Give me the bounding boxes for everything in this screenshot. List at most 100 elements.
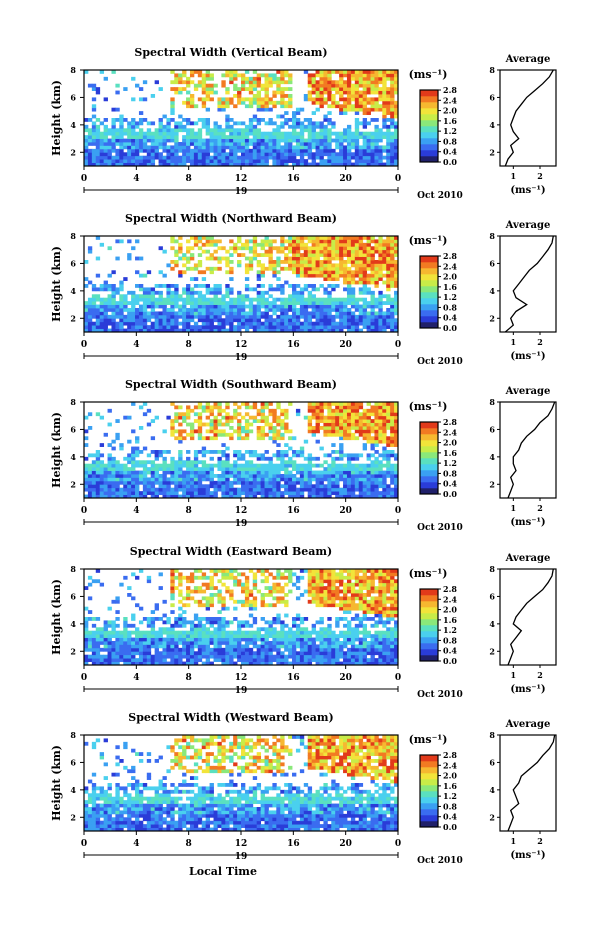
heatmap-cell (170, 304, 175, 309)
heatmap-cell (362, 311, 368, 316)
heatmap-cell (103, 155, 108, 160)
heatmap-cell (358, 162, 364, 167)
heatmap-cell (123, 152, 128, 157)
heatmap-cell (135, 491, 140, 495)
heatmap-cell (154, 647, 159, 652)
heatmap-cell (280, 467, 285, 471)
heatmap-cell (307, 304, 313, 309)
heatmap-cell (142, 463, 148, 468)
heatmap-cell (146, 658, 152, 662)
heatmap-cell (146, 491, 152, 495)
heatmap-cell (390, 270, 395, 275)
heatmap-cell (327, 463, 332, 468)
heatmap-cell (268, 152, 273, 157)
heatmap-cell (386, 97, 391, 102)
heatmap-cell (331, 87, 336, 91)
heatmap-cell (256, 80, 262, 85)
heatmap-cell (107, 484, 112, 489)
date-day: 19 (235, 187, 248, 197)
heatmap-cell (307, 118, 313, 122)
heatmap-cell (292, 321, 297, 326)
heatmap-cell (386, 474, 391, 478)
heatmap-cell (386, 470, 391, 475)
heatmap-cell (331, 239, 336, 244)
heatmap-cell (91, 637, 97, 642)
heatmap-cell (193, 463, 199, 468)
average-y-tick-label: 4 (489, 452, 495, 462)
heatmap-cell (390, 402, 395, 406)
heatmap-cell (307, 124, 313, 129)
heatmap-cell (252, 87, 258, 91)
heatmap-cell (370, 480, 375, 485)
heatmap-cell (394, 83, 399, 88)
heatmap-cell (103, 634, 108, 638)
heatmap-cell (374, 246, 379, 251)
heatmap-cell (174, 617, 179, 621)
heatmap-cell (213, 308, 218, 312)
heatmap-cell (358, 107, 364, 112)
heatmap-cell (182, 308, 187, 312)
heatmap-cell (370, 321, 375, 326)
heatmap-cell (225, 284, 230, 288)
heatmap-cell (343, 236, 348, 240)
heatmap-cell (217, 284, 222, 288)
heatmap-cell (174, 586, 179, 590)
heatmap-cell (233, 128, 238, 133)
heatmap-cell (362, 138, 368, 143)
heatmap-cell (295, 328, 301, 333)
heatmap-cell (186, 266, 191, 271)
heatmap-cell (299, 152, 305, 157)
heatmap-cell (91, 142, 97, 146)
heatmap-cell (358, 477, 364, 482)
heatmap-cell (186, 432, 191, 437)
heatmap-cell (280, 260, 285, 264)
heatmap-cell (295, 256, 301, 261)
heatmap-cell (295, 314, 301, 319)
heatmap-cell (174, 297, 179, 302)
heatmap-cell (174, 142, 179, 146)
heatmap-cell (178, 484, 183, 489)
heatmap-cell (260, 162, 265, 167)
heatmap-cell (299, 260, 305, 264)
heatmap-cell (162, 314, 167, 319)
heatmap-cell (127, 138, 132, 143)
heatmap-cell (84, 637, 89, 642)
heatmap-cell (252, 419, 258, 423)
colorbar-step (420, 90, 438, 97)
heatmap-cell (107, 443, 112, 447)
heatmap-cell (264, 138, 269, 143)
heatmap-cell (386, 422, 391, 427)
heatmap-cell (166, 463, 171, 468)
heatmap-cell (135, 487, 140, 492)
heatmap-cell (256, 118, 262, 122)
heatmap-cell (186, 80, 191, 85)
heatmap-cell (390, 80, 395, 85)
heatmap-cell (189, 308, 195, 312)
heatmap-cell (84, 487, 89, 492)
colorbar-tick-label: 2.0 (443, 272, 457, 282)
heatmap-cell (358, 97, 364, 102)
heatmap-cell (241, 426, 246, 430)
heatmap-cell (327, 142, 332, 146)
heatmap-cell (248, 477, 254, 482)
heatmap-cell (350, 90, 356, 95)
heatmap-cell (327, 491, 332, 495)
heatmap-cell (260, 263, 265, 268)
heatmap-cell (354, 87, 360, 91)
heatmap-cell (131, 152, 136, 157)
heatmap-cell (386, 487, 391, 492)
heatmap-cell (382, 70, 387, 74)
heatmap-cell (350, 480, 356, 485)
colorbar-tick-label: 1.2 (443, 126, 457, 136)
heatmap-cell (386, 107, 391, 112)
heatmap-cell (225, 301, 230, 305)
heatmap-cell (307, 491, 313, 495)
heatmap-cell (260, 273, 265, 278)
heatmap-cell (343, 297, 348, 302)
heatmap-cell (111, 148, 116, 153)
heatmap-cell (123, 297, 128, 302)
heatmap-cell (390, 104, 395, 109)
heatmap-cell (170, 246, 175, 251)
heatmap-cell (84, 159, 89, 163)
heatmap-cell (237, 162, 242, 167)
